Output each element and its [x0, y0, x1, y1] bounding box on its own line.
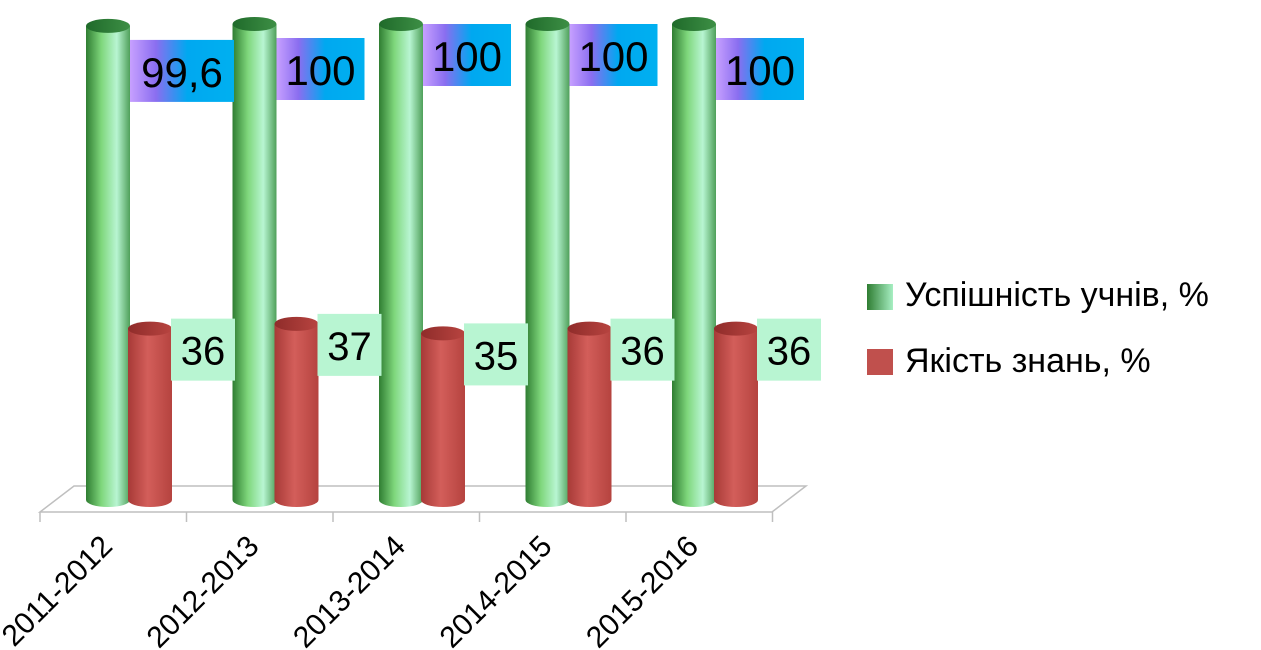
data-label-series-0-2015-2016: 100 — [716, 38, 804, 100]
bar-body — [86, 25, 130, 508]
bar-body — [672, 24, 716, 507]
bar-series-1-2011-2012 — [128, 321, 172, 507]
data-label-text: 100 — [725, 47, 795, 94]
data-labels: 99,6 36 100 37 100 35 100 36 100 36 — [130, 24, 821, 386]
bar-body — [379, 24, 423, 507]
bar-series-1-2013-2014 — [421, 326, 465, 507]
x-tick-labels: 2011-2012 2012-2013 2013-2014 2014-2015 2015… — [0, 530, 705, 650]
data-label-text: 37 — [327, 325, 372, 369]
data-label-series-0-2011-2012: 99,6 — [130, 39, 234, 102]
legend-swatch-series-0 — [867, 284, 893, 310]
data-label-series-1-2013-2014: 35 — [464, 323, 528, 386]
bar-top — [421, 326, 465, 341]
bar-top — [672, 17, 716, 31]
data-label-text: 36 — [767, 330, 812, 374]
x-tick-label-2012-2013: 2012-2013 — [141, 530, 266, 650]
data-label-series-1-2012-2013: 37 — [317, 313, 382, 376]
bar-top — [232, 17, 277, 31]
bar-series-0-2015-2016 — [672, 17, 716, 507]
data-label-series-1-2015-2016: 36 — [757, 318, 821, 381]
data-label-text: 100 — [578, 33, 648, 80]
legend-label-series-1: Якість знань, % — [905, 342, 1151, 380]
data-label-series-1-2011-2012: 36 — [171, 318, 235, 381]
data-label-series-1-2014-2015: 36 — [610, 318, 675, 381]
bar-body — [274, 323, 319, 507]
bar-body — [421, 333, 465, 507]
bar-top — [567, 321, 612, 336]
data-label-text: 36 — [181, 330, 226, 374]
data-label-series-0-2012-2013: 100 — [276, 38, 365, 100]
bar-top — [86, 18, 130, 33]
bar-top — [379, 17, 423, 31]
bar-body — [567, 328, 612, 507]
x-tick-label-2013-2014: 2013-2014 — [287, 530, 412, 650]
x-tick-label-2011-2012: 2011-2012 — [0, 530, 119, 650]
bar-body — [232, 24, 277, 507]
bar-series-1-2015-2016 — [714, 321, 758, 507]
bar-top — [525, 17, 570, 31]
bar-body — [525, 24, 570, 507]
x-tick-label-2014-2015: 2014-2015 — [434, 530, 559, 650]
bar-series-0-2014-2015 — [525, 17, 570, 507]
bars — [86, 17, 758, 508]
bar-body — [128, 328, 172, 507]
bar-top — [128, 321, 172, 336]
x-axis-ticks — [39, 512, 774, 522]
legend-swatch-series-1 — [867, 349, 893, 375]
x-tick-label-2015-2016: 2015-2016 — [580, 530, 705, 650]
bar-series-0-2012-2013 — [232, 17, 277, 507]
data-label-text: 100 — [432, 33, 502, 80]
bar-series-0-2013-2014 — [379, 17, 423, 507]
legend: Успішність учнів, % Якість знань, % — [867, 276, 1209, 380]
legend-label-series-0: Успішність учнів, % — [905, 276, 1209, 314]
data-label-text: 35 — [474, 334, 519, 378]
bar-series-0-2011-2012 — [86, 18, 130, 508]
bar-top — [274, 316, 319, 331]
data-label-series-0-2014-2015: 100 — [569, 24, 658, 86]
bar-top — [714, 321, 758, 336]
data-label-text: 100 — [285, 47, 355, 94]
bar-series-1-2014-2015 — [567, 321, 612, 507]
data-label-text: 99,6 — [141, 49, 223, 96]
bar-series-1-2012-2013 — [274, 316, 319, 507]
data-label-text: 36 — [620, 330, 665, 374]
data-label-series-0-2013-2014: 100 — [423, 24, 511, 86]
bar-body — [714, 328, 758, 507]
